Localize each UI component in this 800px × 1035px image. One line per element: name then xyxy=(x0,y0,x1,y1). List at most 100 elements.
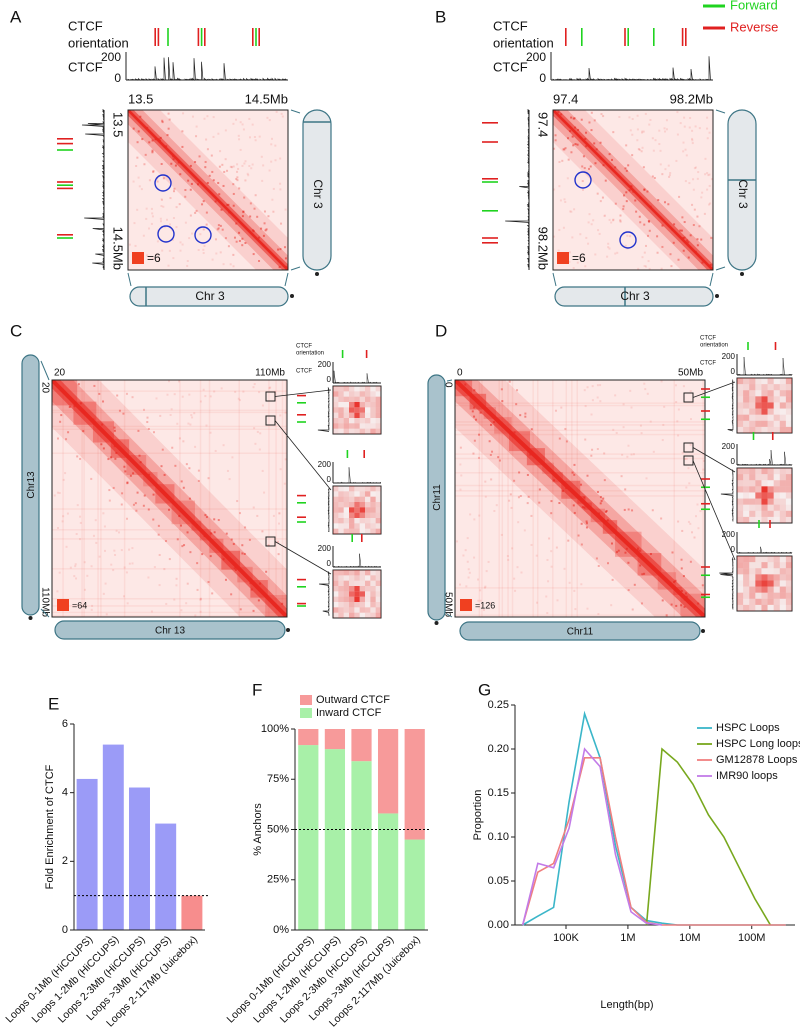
inset-pixel xyxy=(365,518,371,524)
heatmap-speckle xyxy=(701,191,704,194)
inset-pixel xyxy=(768,605,774,611)
heatmap-speckle xyxy=(122,412,125,415)
heatmap-speckle xyxy=(590,111,593,114)
inset-pixel xyxy=(773,486,780,493)
inset-pixel xyxy=(785,480,792,487)
heatmap-speckle xyxy=(459,583,462,586)
heatmap-frame xyxy=(454,379,706,618)
heatmap-speckle xyxy=(576,261,579,264)
inset-pixel xyxy=(755,574,762,581)
heatmap-speckle xyxy=(692,178,695,181)
heatmap-speckle xyxy=(478,433,481,436)
heatmap-speckle xyxy=(262,164,265,167)
heatmap-speckle xyxy=(61,520,64,523)
heatmap-speckle xyxy=(278,522,281,525)
inset-pixel xyxy=(773,402,780,409)
inset-pixel xyxy=(773,592,780,599)
coordinate-label: 110Mb xyxy=(39,587,50,617)
heatmap-speckle xyxy=(580,522,583,525)
heatmap-speckle xyxy=(128,548,131,551)
inset-pixel xyxy=(767,396,774,403)
heatmap-speckle xyxy=(224,578,227,581)
inset-pixel xyxy=(333,607,339,613)
heatmap-speckle xyxy=(174,164,177,167)
heatmap-speckle xyxy=(589,165,592,168)
heatmap-speckle xyxy=(497,456,500,459)
heatmap-stripe xyxy=(62,380,64,617)
heatmap-speckle xyxy=(261,530,264,533)
heatmap-speckle xyxy=(484,495,487,498)
inset-pixel xyxy=(737,474,744,481)
heatmap-speckle xyxy=(221,163,224,166)
inset-pixel xyxy=(359,591,365,597)
heatmap-speckle xyxy=(577,534,580,537)
heatmap-speckle xyxy=(247,174,250,177)
inset-pixel xyxy=(354,502,360,508)
heatmap-speckle xyxy=(538,501,541,504)
heatmap-speckle xyxy=(203,117,206,120)
heatmap-speckle xyxy=(151,139,154,142)
heatmap-speckle xyxy=(550,500,553,503)
inset-pixel xyxy=(338,512,344,518)
heatmap-speckle xyxy=(174,464,177,467)
inset-pixel xyxy=(785,486,792,493)
heatmap-speckle xyxy=(209,395,212,398)
heatmap-speckle xyxy=(194,161,197,164)
heatmap-stripe xyxy=(507,380,509,617)
heatmap-stripe xyxy=(275,380,277,617)
heatmap-speckle xyxy=(702,468,705,471)
inset-pixel xyxy=(767,468,774,475)
inset-pixel xyxy=(743,468,750,475)
heatmap-speckle xyxy=(514,589,517,592)
heatmap-speckle xyxy=(661,224,664,227)
heatmap-speckle xyxy=(169,197,172,200)
heatmap-speckle xyxy=(244,179,247,182)
heatmap-speckle xyxy=(128,243,131,246)
heatmap-stripe xyxy=(455,453,705,455)
heatmap-speckle xyxy=(656,251,659,254)
heatmap-speckle xyxy=(675,159,678,162)
inset-pixel xyxy=(749,598,756,605)
inset-pixel xyxy=(737,408,744,415)
heatmap-speckle xyxy=(670,265,673,268)
heatmap-speckle xyxy=(210,154,213,157)
heatmap-speckle xyxy=(592,219,595,222)
inset-pixel xyxy=(780,580,786,586)
heatmap-speckle xyxy=(669,253,672,256)
y-axis-label: Proportion xyxy=(472,790,484,841)
heatmap-speckle xyxy=(704,173,707,176)
heatmap-speckle xyxy=(110,563,113,566)
heatmap-speckle xyxy=(102,592,105,595)
inset-pixel xyxy=(333,391,339,397)
heatmap-speckle xyxy=(642,130,645,133)
heatmap-speckle xyxy=(493,509,496,512)
heatmap-speckle xyxy=(271,137,274,140)
heatmap-speckle xyxy=(700,238,703,241)
inset-pixel xyxy=(785,468,792,475)
heatmap-speckle xyxy=(630,406,633,409)
scale-label: =6 xyxy=(147,251,161,265)
heatmap-speckle xyxy=(603,215,606,218)
track-tick-label: 0 xyxy=(327,475,332,484)
chromosome-end xyxy=(290,294,294,298)
inset-pixel xyxy=(343,586,349,592)
heatmap-speckle xyxy=(204,166,207,169)
inset-pixel xyxy=(359,586,365,592)
heatmap-speckle xyxy=(145,207,148,210)
heatmap-speckle xyxy=(75,577,78,580)
heatmap-speckle xyxy=(211,258,214,261)
heatmap-speckle xyxy=(583,167,586,170)
heatmap-speckle xyxy=(167,127,170,130)
heatmap-speckle xyxy=(656,235,659,238)
chromosome-end xyxy=(28,616,33,620)
heatmap-speckle xyxy=(185,602,188,605)
inset-pixel xyxy=(785,574,792,581)
heatmap-speckle xyxy=(556,599,559,602)
heatmap-speckle xyxy=(596,384,599,387)
heatmap-speckle xyxy=(639,564,642,567)
inset-pixel xyxy=(360,613,365,618)
heatmap-speckle xyxy=(696,177,699,180)
heatmap-speckle xyxy=(185,463,188,466)
heatmap-speckle xyxy=(643,188,646,191)
heatmap-speckle xyxy=(638,215,641,218)
